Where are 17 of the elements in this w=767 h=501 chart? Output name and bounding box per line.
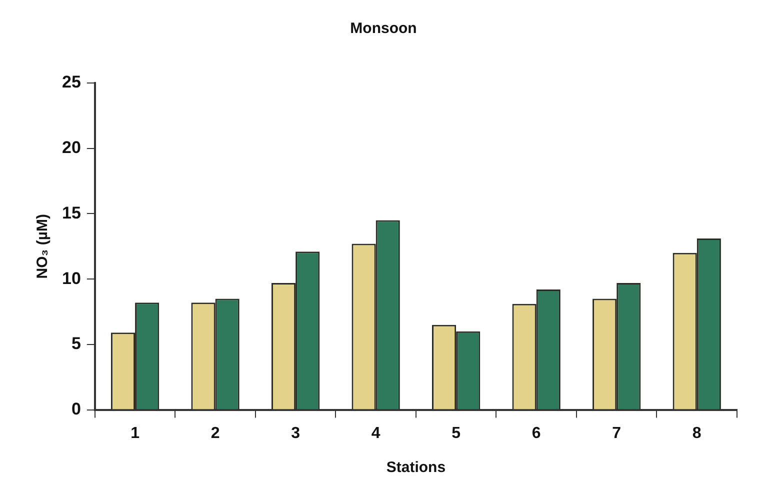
y-tick-label: 15 bbox=[62, 203, 81, 222]
x-tick-label: 3 bbox=[291, 424, 300, 442]
x-tick-label: 2 bbox=[210, 424, 220, 442]
y-tick-label: 5 bbox=[71, 334, 81, 354]
y-tick-label: 10 bbox=[62, 268, 81, 288]
y-axis-title: NO₃ (µM) bbox=[34, 214, 52, 279]
y-tick-label: 20 bbox=[62, 138, 81, 158]
y-tick-label: 25 bbox=[62, 72, 81, 92]
x-tick-label: 7 bbox=[612, 424, 622, 442]
x-tick-label: 8 bbox=[692, 424, 702, 442]
chart-title: Monsoon bbox=[350, 20, 417, 38]
y-tick-label: 0 bbox=[71, 399, 81, 418]
x-tick-label: 1 bbox=[130, 424, 140, 442]
x-axis-title: Stations bbox=[386, 459, 446, 476]
x-tick-label: 6 bbox=[532, 424, 541, 442]
x-tick-label: 4 bbox=[371, 424, 380, 442]
x-tick-label: 5 bbox=[452, 424, 461, 442]
